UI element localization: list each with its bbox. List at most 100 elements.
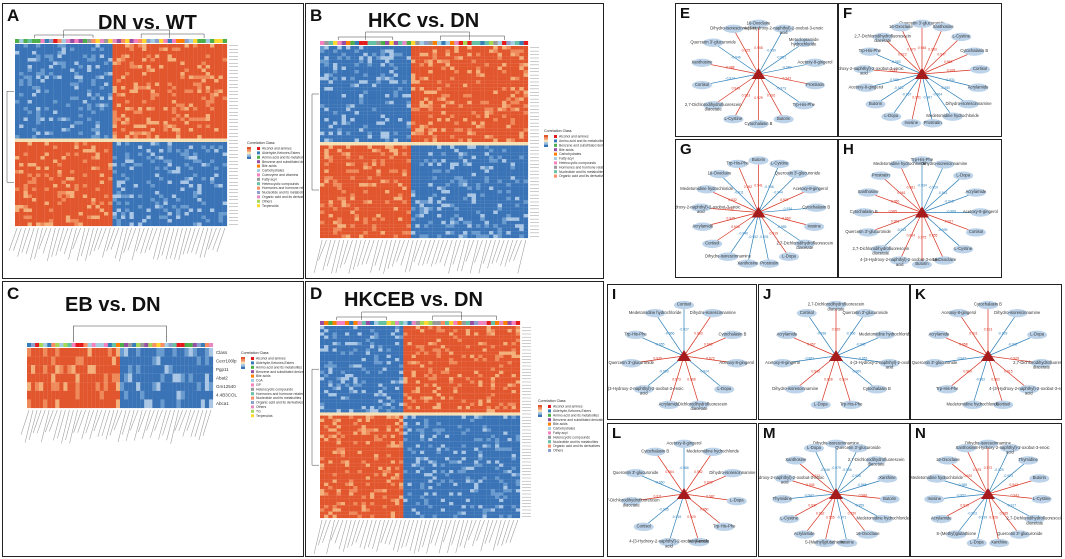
- heatmap-cell: [489, 70, 494, 74]
- heatmap-cell: [389, 183, 394, 187]
- heatmap-cell: [121, 103, 126, 108]
- heatmap-cell: [159, 131, 164, 136]
- heatmap-cell: [450, 166, 455, 170]
- heatmap-cell: [15, 72, 20, 76]
- legend-swatch: [257, 147, 260, 150]
- heatmap-cell: [437, 131, 442, 136]
- heatmap-cell: [61, 135, 66, 139]
- heatmap-cell: [437, 63, 442, 67]
- heatmap-cell: [146, 156, 151, 160]
- heatmap-cell: [480, 162, 485, 167]
- class-bar-cell: [184, 39, 189, 43]
- heatmap-cell: [137, 58, 143, 62]
- heatmap-cell: [415, 56, 420, 60]
- heatmap-cell: [99, 68, 105, 73]
- class-bar-cell: [87, 39, 92, 43]
- heatmap-cell: [333, 142, 338, 146]
- heatmap-cell: [65, 142, 71, 146]
- heatmap-cell: [441, 104, 446, 108]
- heatmap-cell: [53, 54, 58, 59]
- heatmap-cell: [363, 97, 368, 101]
- heatmap-cell: [341, 121, 347, 125]
- heatmap-cell: [441, 135, 446, 139]
- heatmap-cell: [328, 49, 334, 53]
- heatmap-cell: [87, 201, 92, 206]
- heatmap-cell: [214, 72, 219, 76]
- heatmap-cell: [389, 76, 394, 81]
- heatmap-cell: [471, 59, 477, 64]
- heatmap-cell: [324, 73, 329, 77]
- heatmap-cell: [70, 131, 75, 136]
- heatmap-cell: [363, 107, 368, 112]
- heatmap-cell: [450, 193, 455, 197]
- heatmap-cell: [506, 114, 511, 119]
- heatmap-cell: [112, 184, 117, 188]
- heatmap-cell: [385, 142, 390, 146]
- heatmap-cell: [112, 149, 117, 153]
- heatmap-cell: [493, 121, 498, 125]
- heatmap-cell: [142, 89, 147, 94]
- heatmap-cell: [437, 100, 442, 105]
- heatmap-cell: [363, 166, 368, 170]
- heatmap-cell: [458, 124, 464, 129]
- heatmap-cell: [146, 121, 151, 125]
- heatmap-cell: [346, 66, 351, 71]
- heatmap-cell: [380, 166, 386, 170]
- heatmap-cell: [61, 152, 66, 157]
- heatmap-cell: [458, 131, 464, 136]
- heatmap-cell: [493, 97, 498, 101]
- heatmap-cell: [23, 135, 28, 139]
- heatmap-cell: [150, 138, 156, 143]
- heatmap-cell: [411, 152, 416, 156]
- heatmap-cell: [354, 169, 360, 173]
- heatmap-cell: [23, 194, 28, 199]
- heatmap-cell: [411, 183, 416, 187]
- heatmap-cell: [87, 215, 92, 220]
- heatmap-cell: [480, 121, 485, 125]
- heatmap-cell: [171, 61, 177, 66]
- heatmap-cell: [523, 73, 529, 77]
- heatmap-cell: [163, 184, 168, 188]
- heatmap-cell: [171, 75, 177, 80]
- heatmap-cell: [515, 76, 520, 81]
- heatmap-cell: [320, 135, 325, 139]
- heatmap-cell: [19, 138, 24, 143]
- x-tick-label: [80, 227, 90, 256]
- heatmap-cell: [497, 176, 503, 180]
- heatmap-cell: [154, 131, 160, 136]
- heatmap-cell: [116, 173, 122, 178]
- heatmap-cell: [519, 56, 524, 60]
- heatmap-cell: [372, 200, 377, 204]
- heatmap-cell: [218, 194, 223, 199]
- heatmap-cell: [210, 163, 215, 167]
- heatmap-cell: [142, 145, 147, 150]
- heatmap-cell: [218, 184, 223, 188]
- heatmap-cell: [218, 180, 223, 185]
- heatmap-cell: [65, 86, 71, 90]
- heatmap-cell: [133, 86, 139, 90]
- heatmap-cell: [184, 149, 189, 153]
- heatmap-cell: [188, 159, 194, 164]
- heatmap-cell: [214, 93, 219, 97]
- heatmap-cell: [142, 163, 147, 167]
- heatmap-cell: [385, 46, 390, 50]
- heatmap-cell: [53, 75, 58, 80]
- heatmap-cell: [484, 118, 490, 122]
- heatmap-cell: [95, 51, 100, 55]
- heatmap-cell: [523, 193, 529, 197]
- heatmap-cell: [36, 86, 41, 90]
- heatmap-cell: [222, 54, 228, 59]
- heatmap-cell: [476, 200, 481, 204]
- heatmap-cell: [354, 148, 360, 153]
- heatmap-cell: [510, 63, 516, 67]
- heatmap-cell: [167, 163, 172, 167]
- heatmap-cell: [497, 196, 503, 201]
- heatmap-cell: [65, 68, 71, 73]
- heatmap-cell: [133, 180, 139, 185]
- heatmap-cell: [125, 96, 130, 101]
- heatmap-cell: [44, 75, 50, 80]
- heatmap-cell: [48, 51, 54, 55]
- class-bar-cell: [159, 39, 164, 43]
- heatmap-cell: [112, 180, 117, 185]
- heatmap-cell: [424, 196, 429, 201]
